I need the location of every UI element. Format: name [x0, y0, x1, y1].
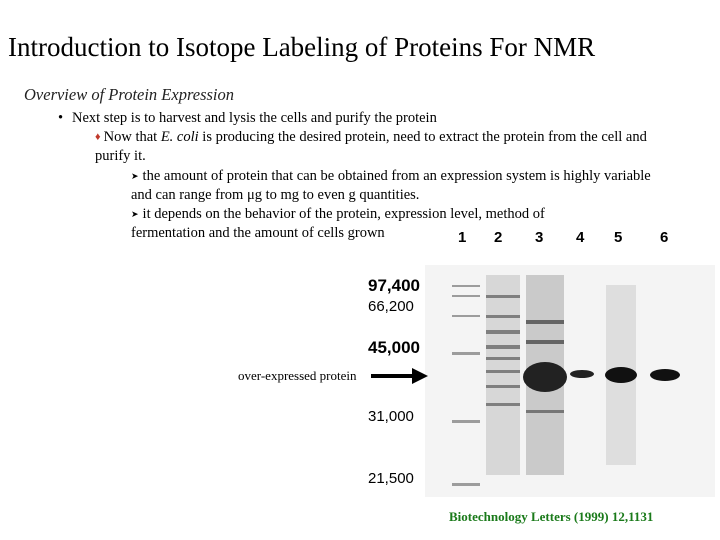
- gel-figure: 1 2 3 4 5 6 97,400 66,200 45,000 31,000 …: [360, 225, 720, 505]
- mw-marker-label: 97,400: [368, 276, 420, 295]
- lane-5-bands: [605, 285, 637, 465]
- over-expressed-label: over-expressed protein: [238, 368, 357, 384]
- lane-4-band: [570, 370, 594, 378]
- bullet-dot-icon: •: [58, 110, 64, 126]
- point-text: the amount of protein that can be obtain…: [131, 168, 651, 203]
- lane-3-bands: [523, 275, 567, 475]
- pointer-arrow-icon: [412, 368, 428, 384]
- slide-title: Introduction to Isotope Labeling of Prot…: [8, 32, 596, 62]
- lane-label: 2: [494, 229, 503, 246]
- sub-bullet-text-after: is producing the desired protein, need t…: [95, 129, 647, 164]
- arrow-bullet-icon: ➤: [131, 171, 139, 181]
- sub-bullet-text-before: Now that: [103, 129, 161, 145]
- lane-1-bands: [452, 285, 480, 486]
- point-text-line2: fermentation and the amount of cells gro…: [131, 224, 389, 243]
- main-bullet-text: Next step is to harvest and lysis the ce…: [72, 110, 437, 126]
- citation: Biotechnology Letters (1999) 12,1131: [449, 509, 654, 524]
- sub-bullet: ♦ Now that E. coli is producing the desir…: [95, 128, 665, 166]
- arrow-bullet-icon: ➤: [131, 209, 139, 219]
- diamond-bullet-icon: ♦: [95, 131, 101, 143]
- point-text-line1: it depends on the behavior of the protei…: [142, 206, 545, 222]
- lane-label: 1: [458, 229, 467, 246]
- mw-marker-label: 66,200: [368, 298, 414, 315]
- gel-background: [425, 265, 715, 497]
- lane-label: 4: [576, 229, 585, 246]
- mw-marker-label: 31,000: [368, 408, 414, 425]
- lane-label: 5: [614, 229, 623, 246]
- organism-name: E. coli: [160, 129, 199, 145]
- point-item: ➤ it depends on the behavior of the prote…: [131, 205, 661, 243]
- point-item: ➤ the amount of protein that can be obtai…: [131, 167, 661, 205]
- lane-label: 6: [660, 229, 669, 246]
- lane-2-bands: [486, 275, 520, 475]
- pointer-arrow-line: [371, 374, 417, 378]
- main-bullet: • Next step is to harvest and lysis the c…: [58, 110, 437, 127]
- slide-subtitle: Overview of Protein Expression: [24, 85, 235, 104]
- lane-label: 3: [535, 229, 544, 246]
- gel-image: [425, 265, 715, 497]
- mw-marker-label: 45,000: [368, 338, 420, 357]
- mw-marker-label: 21,500: [368, 470, 414, 487]
- lane-6-band: [650, 369, 680, 381]
